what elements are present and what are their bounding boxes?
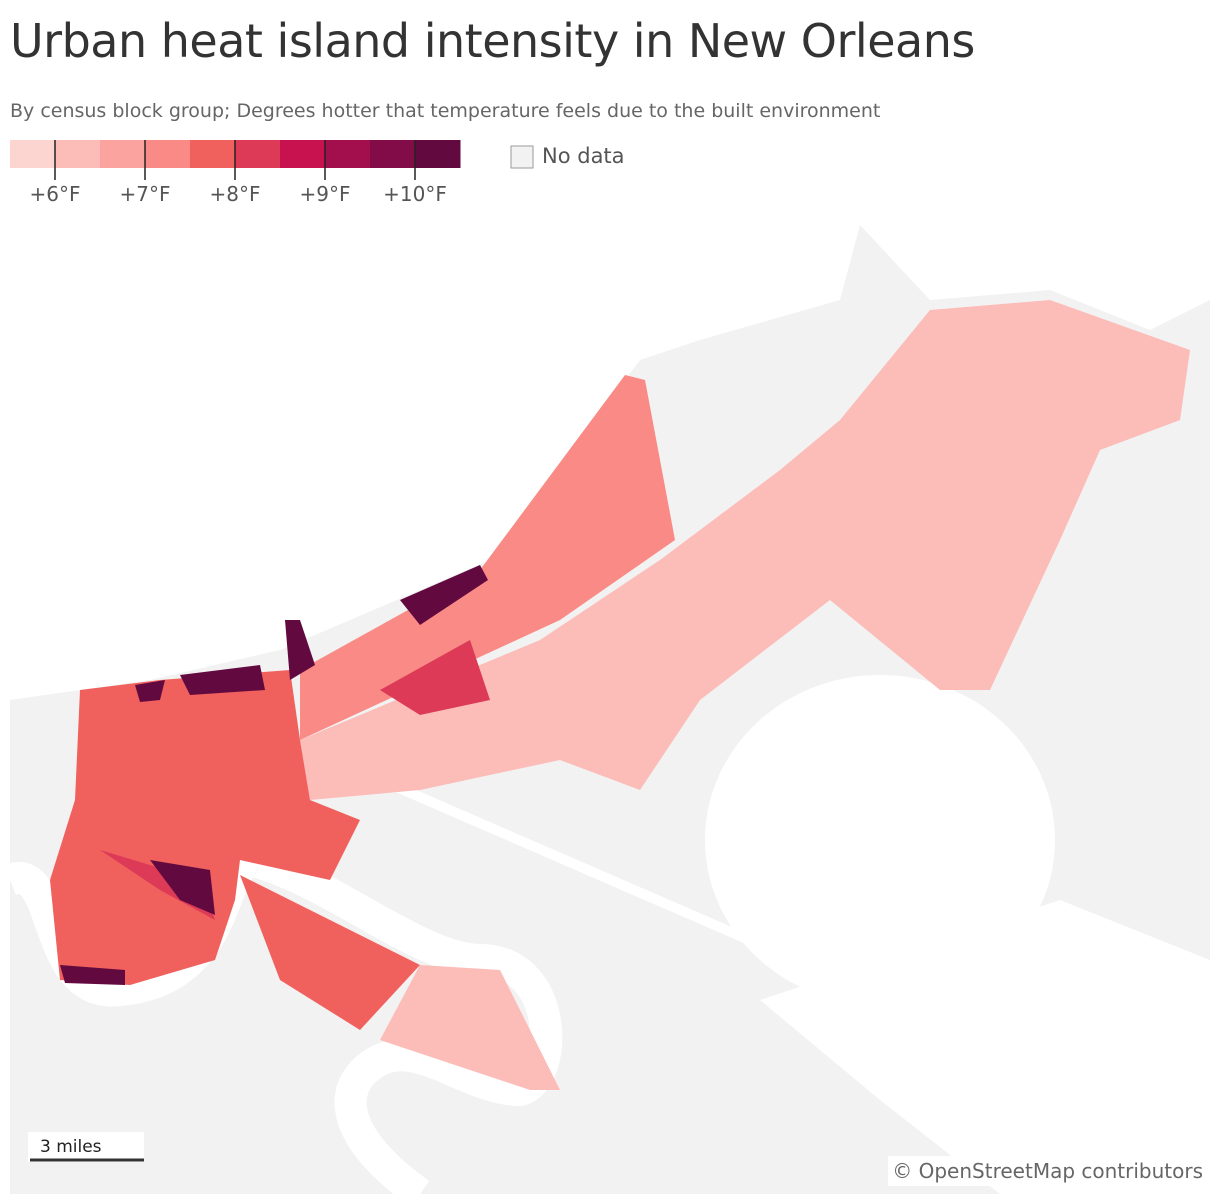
scale-bar-bg — [28, 1132, 144, 1162]
legend-tick-label: +6°F — [30, 182, 81, 206]
legend-swatch — [100, 140, 146, 168]
legend-tick-label: +10°F — [383, 182, 447, 206]
no-data-swatch — [510, 145, 534, 169]
block-groups — [50, 300, 1190, 1090]
subtitle: By census block group; Degrees hotter th… — [10, 100, 881, 122]
title: Urban heat island intensity in New Orlea… — [10, 14, 975, 68]
legend-tick-label: +8°F — [210, 182, 261, 206]
attribution: © OpenStreetMap contributors — [892, 1159, 1203, 1183]
no-data-label: No data — [542, 144, 625, 168]
legend-tick-label: +9°F — [300, 182, 351, 206]
legend-swatch — [190, 140, 236, 168]
legend-swatch — [145, 140, 191, 168]
scale-bar-label: 3 miles — [40, 1137, 102, 1157]
legend-swatch — [325, 140, 371, 168]
legend-swatch — [55, 140, 101, 168]
legend-swatch — [10, 140, 56, 168]
legend-swatch — [280, 140, 326, 168]
attribution-bg — [888, 1156, 1210, 1186]
legend-swatch — [370, 140, 416, 168]
legend: +6°F +7°F +8°F +9°F +10°F — [10, 140, 461, 206]
legend-swatch — [235, 140, 281, 168]
legend-swatch — [415, 140, 461, 168]
legend-tick-label: +7°F — [120, 182, 171, 206]
